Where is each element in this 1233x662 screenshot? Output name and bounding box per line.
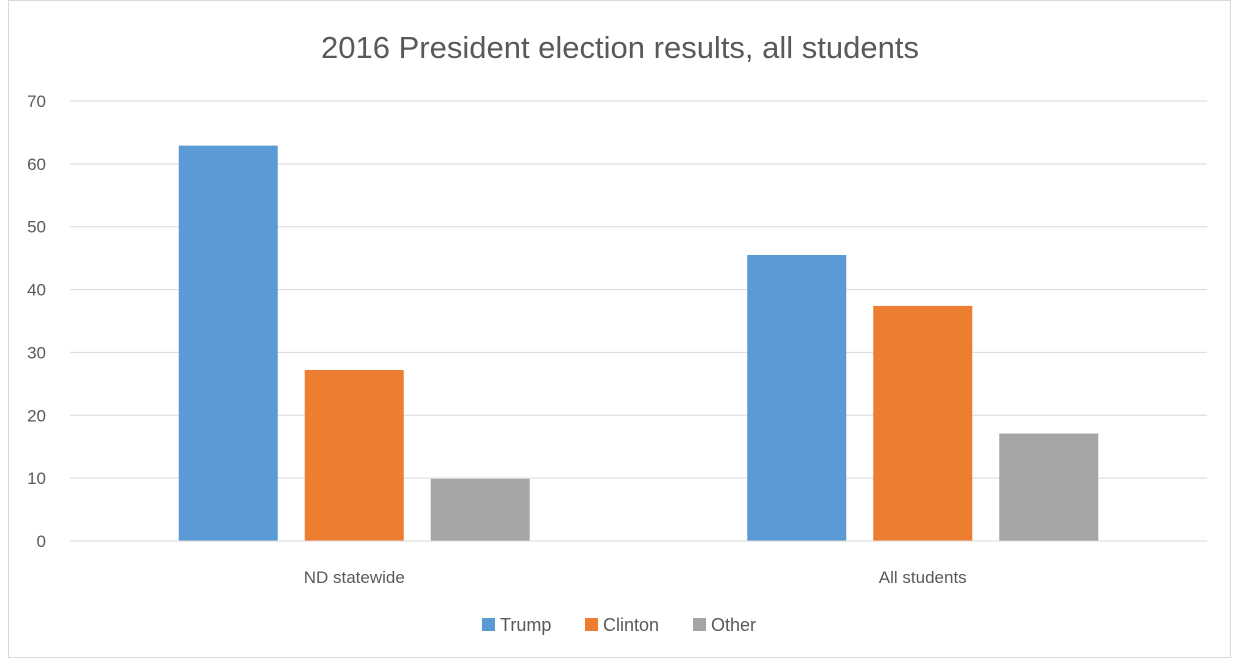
x-category-label: ND statewide (304, 568, 405, 587)
bar-other-1 (430, 478, 530, 541)
bars (178, 145, 1099, 541)
bar-clinton-1 (304, 370, 404, 541)
legend-label-trump: Trump (500, 615, 551, 635)
y-tick-label: 0 (37, 532, 46, 551)
legend-label-other: Other (711, 615, 756, 635)
x-category-label: All students (879, 568, 967, 587)
y-axis-ticks: 0 10 20 30 40 50 60 70 (27, 92, 46, 551)
y-tick-label: 10 (27, 469, 46, 488)
y-tick-label: 70 (27, 92, 46, 111)
legend-swatch-other (693, 618, 706, 631)
bar-trump-2 (747, 255, 847, 541)
legend: Trump Clinton Other (482, 615, 756, 635)
y-tick-label: 60 (27, 155, 46, 174)
x-axis-categories: ND statewide All students (304, 568, 967, 587)
legend-label-clinton: Clinton (603, 615, 659, 635)
y-tick-label: 20 (27, 406, 46, 425)
y-tick-label: 30 (27, 343, 46, 362)
bar-trump-1 (178, 145, 278, 541)
bar-clinton-2 (873, 305, 973, 541)
chart-title: 2016 President election results, all stu… (321, 30, 919, 65)
y-tick-label: 40 (27, 281, 46, 300)
legend-swatch-trump (482, 618, 495, 631)
bar-other-2 (999, 433, 1099, 541)
y-tick-label: 50 (27, 218, 46, 237)
legend-swatch-clinton (585, 618, 598, 631)
